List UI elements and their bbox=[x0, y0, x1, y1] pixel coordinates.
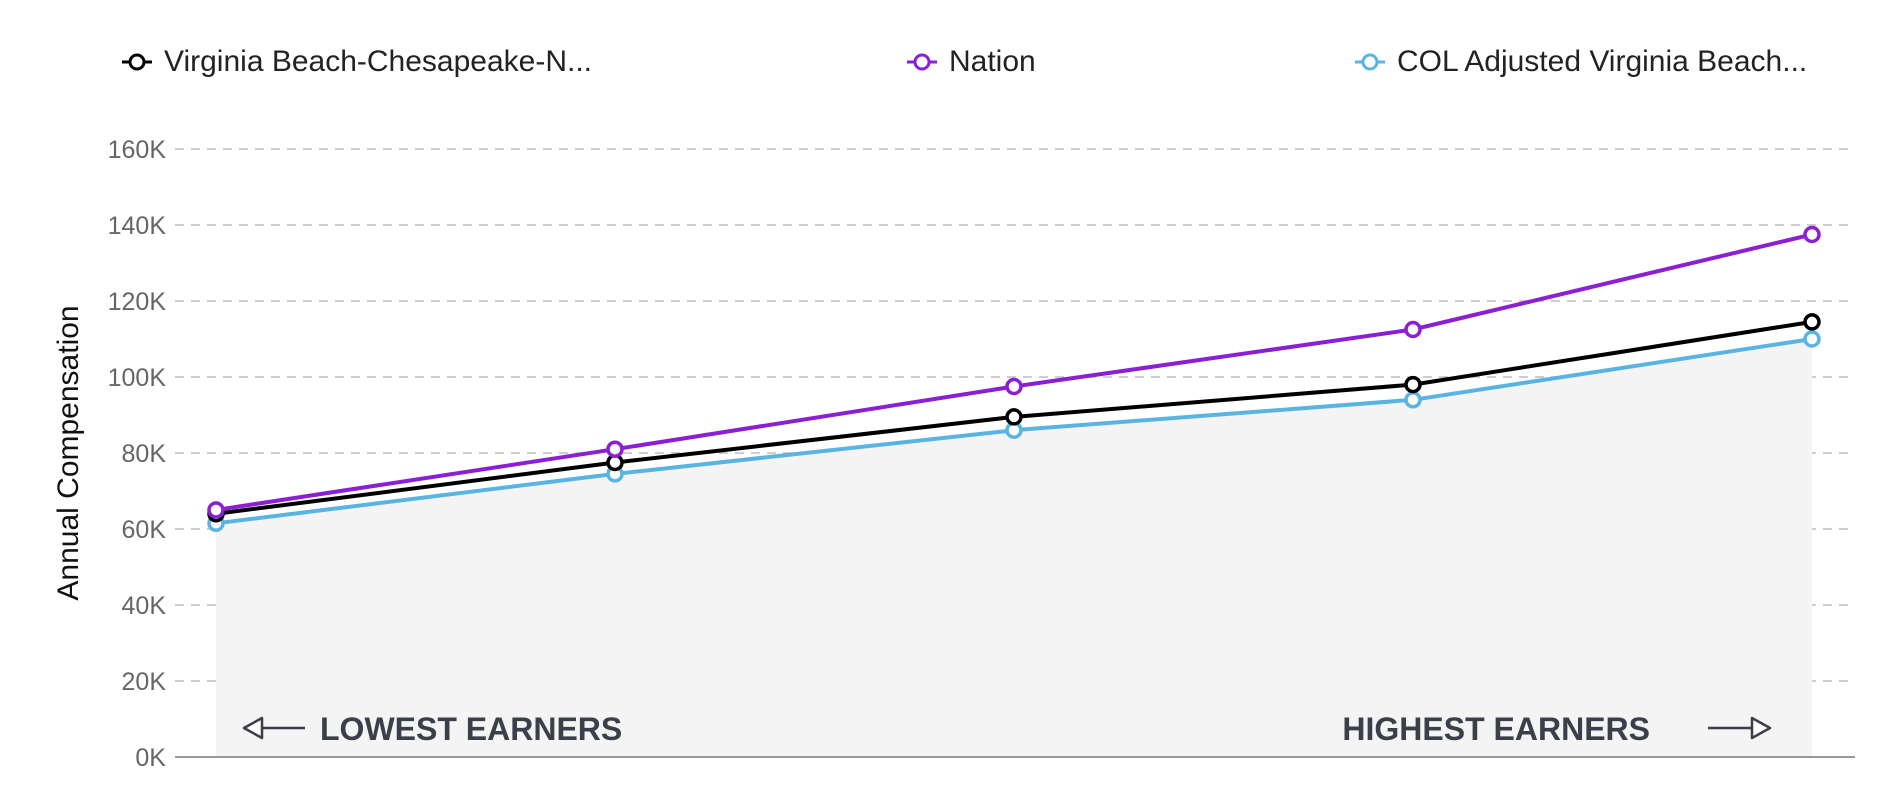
y-tick-label: 100K bbox=[108, 364, 167, 392]
data-point[interactable] bbox=[1803, 225, 1821, 244]
legend-label-nation: Nation bbox=[949, 45, 1036, 78]
data-point[interactable] bbox=[1404, 375, 1422, 394]
arrow-right-icon bbox=[1708, 716, 1772, 740]
area-layer bbox=[216, 339, 1812, 757]
y-tick-label: 40K bbox=[122, 592, 167, 620]
data-point[interactable] bbox=[1005, 377, 1023, 396]
data-point[interactable] bbox=[1404, 320, 1422, 339]
legend-marker-icon bbox=[907, 53, 937, 71]
highest-earners-label: HIGHEST EARNERS bbox=[1342, 711, 1650, 747]
data-point[interactable] bbox=[1404, 391, 1422, 409]
y-tick-label: 160K bbox=[108, 136, 167, 164]
data-point[interactable] bbox=[1005, 408, 1023, 426]
legend-item-virginia-beach[interactable]: Virginia Beach-Chesapeake-N... bbox=[122, 38, 592, 86]
data-point[interactable] bbox=[606, 440, 624, 458]
series-points bbox=[207, 225, 1821, 533]
arrow-left-icon bbox=[242, 716, 305, 740]
y-tick-label: 120K bbox=[108, 288, 167, 316]
y-axis-title: Annual Compensation bbox=[52, 305, 85, 600]
legend-item-col-adjusted[interactable]: COL Adjusted Virginia Beach... bbox=[1355, 38, 1807, 86]
y-tick-label: 0K bbox=[135, 744, 166, 772]
data-point[interactable] bbox=[207, 501, 225, 519]
lowest-earners-annotation: LOWEST EARNERS bbox=[242, 711, 622, 747]
y-tick-label: 140K bbox=[108, 212, 167, 240]
data-point[interactable] bbox=[1803, 330, 1821, 348]
chart-legend: Virginia Beach-Chesapeake-N... Nation CO… bbox=[0, 38, 1897, 86]
data-point[interactable] bbox=[1803, 313, 1821, 331]
y-axis-ticks: 0K 20K 40K 60K 80K 100K 120K 140K 160K bbox=[108, 136, 167, 772]
y-tick-label: 80K bbox=[122, 440, 167, 468]
y-tick-label: 20K bbox=[122, 668, 167, 696]
area-fill bbox=[216, 339, 1812, 757]
legend-label-virginia-beach: Virginia Beach-Chesapeake-N... bbox=[164, 45, 593, 78]
legend-item-nation[interactable]: Nation bbox=[907, 38, 1036, 86]
highest-earners-annotation: HIGHEST EARNERS bbox=[1342, 711, 1772, 747]
lowest-earners-label: LOWEST EARNERS bbox=[320, 711, 622, 747]
legend-marker-icon bbox=[122, 53, 152, 71]
legend-label-col-adjusted: COL Adjusted Virginia Beach... bbox=[1397, 45, 1808, 78]
y-tick-label: 60K bbox=[122, 516, 167, 544]
legend-marker-icon bbox=[1355, 53, 1385, 71]
